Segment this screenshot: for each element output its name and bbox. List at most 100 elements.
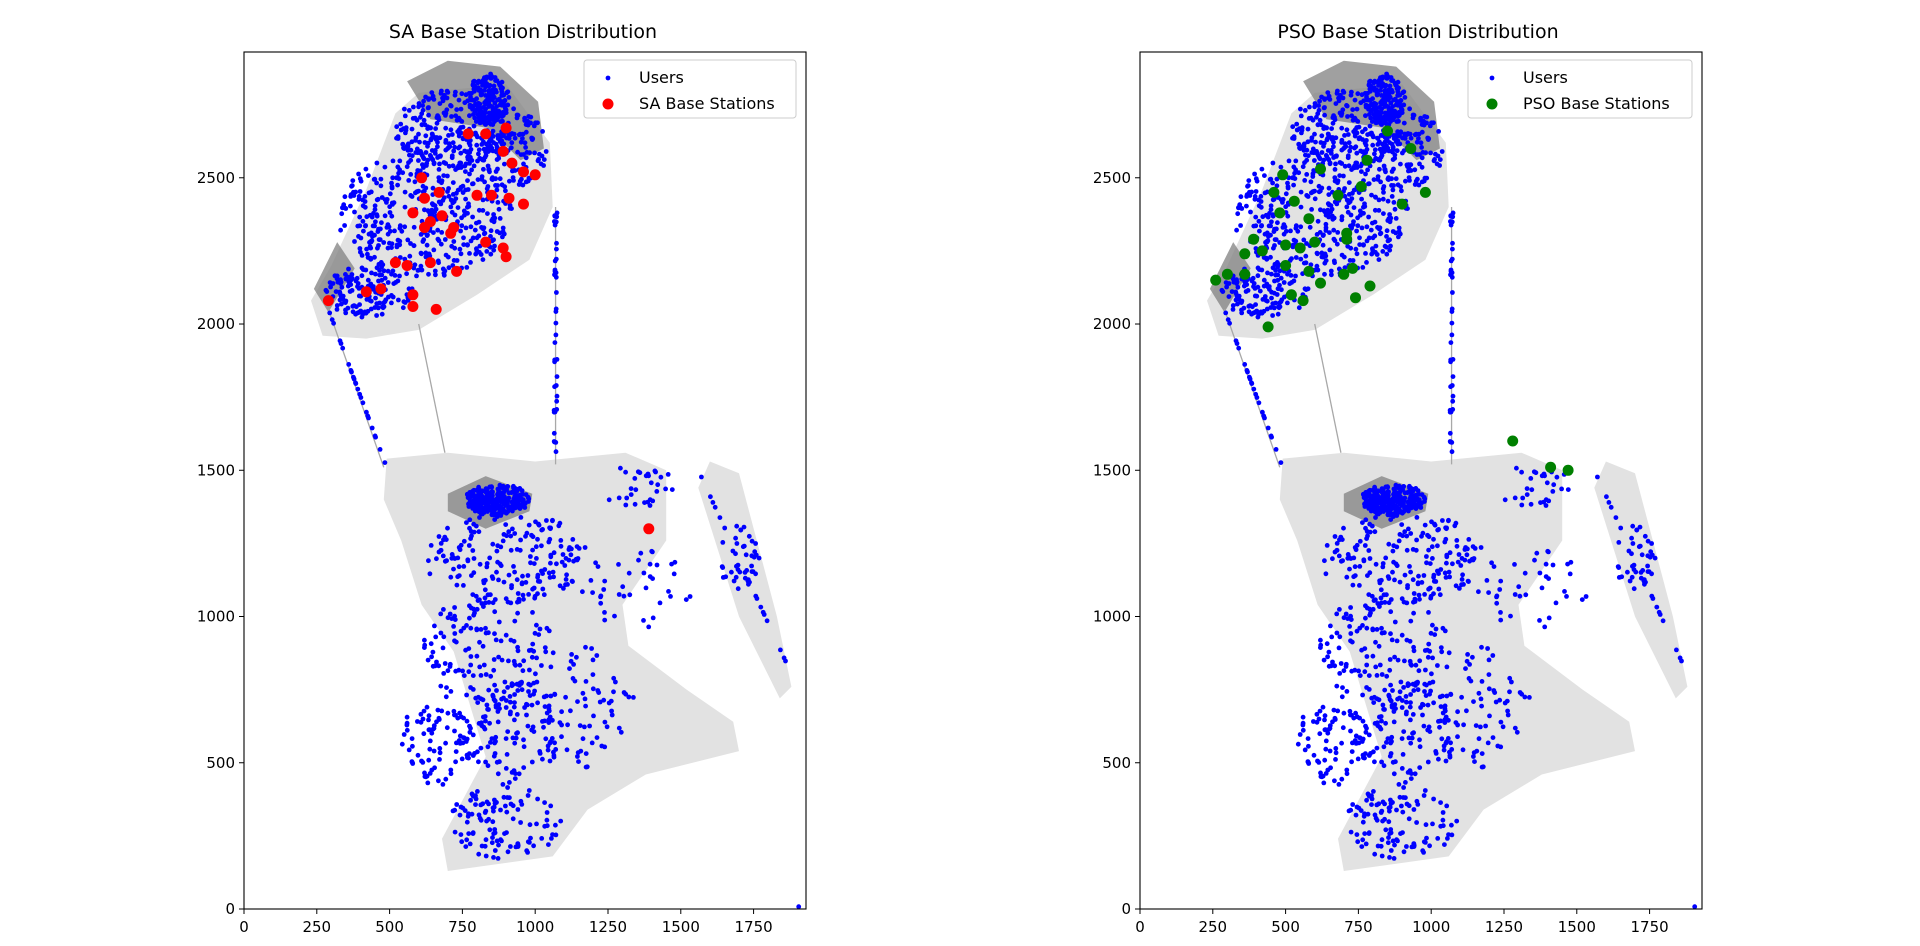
user-point [355,223,361,229]
user-point [421,98,426,104]
user-point [442,237,448,242]
user-point [1339,125,1345,131]
user-point [1360,623,1365,628]
user-point [1500,724,1506,730]
user-point [1427,585,1433,591]
user-point [1411,807,1417,812]
user-point [421,165,426,170]
user-point [1253,176,1259,182]
user-point [1532,557,1537,563]
user-point [1384,92,1390,98]
user-point [1315,122,1321,128]
user-point [417,168,423,174]
user-point [452,631,458,636]
user-point [1439,736,1445,742]
user-point [580,690,586,696]
user-point [424,773,430,779]
user-point [1384,88,1390,94]
legend-stations-marker [1486,98,1498,110]
user-point [522,705,527,710]
base-station-point [506,157,518,169]
user-point [369,270,374,276]
user-point [491,667,497,673]
user-point [531,585,537,591]
user-point [1459,694,1464,700]
user-point [1430,655,1435,661]
user-point [1406,175,1412,181]
base-station-point [419,192,430,204]
user-point [1385,574,1391,579]
user-point [1398,184,1404,190]
user-point [553,306,559,312]
user-point [553,822,558,828]
user-point [683,597,689,602]
user-point [1262,190,1268,196]
user-point [494,688,499,693]
user-point [527,150,532,156]
user-point [461,735,467,741]
user-point [1537,570,1543,576]
user-point [1425,654,1431,660]
user-point [506,572,512,578]
user-point [512,135,518,141]
user-point [1381,744,1387,750]
user-point [1606,500,1612,505]
user-point [1408,569,1413,575]
user-point [1430,622,1435,628]
user-point [1435,568,1440,574]
user-point [1376,226,1382,232]
user-point [1269,434,1274,440]
user-point [1356,740,1362,746]
user-point [1238,194,1244,200]
user-point [1374,252,1380,257]
user-point [1241,305,1247,311]
user-point [510,168,515,174]
user-point [535,572,541,578]
user-point [382,213,388,219]
y-tick-label: 1500 [197,461,235,479]
user-point [399,741,405,747]
user-point [1402,572,1408,578]
user-point [384,200,389,205]
user-point [372,203,378,209]
user-point [494,157,500,163]
user-point [529,702,535,708]
user-point [1254,293,1260,299]
user-point [708,494,713,500]
user-point [1341,173,1346,179]
user-point [1392,619,1398,625]
user-point [1378,595,1384,601]
user-point [1631,586,1637,592]
user-point [331,320,336,326]
user-point [485,744,491,750]
user-point [566,557,572,563]
user-point [486,600,492,605]
user-point [495,719,501,725]
user-point [510,816,516,822]
user-point [1277,300,1282,306]
user-point [1382,110,1388,116]
user-point [1345,153,1351,159]
base-station-point [518,198,529,210]
user-point [478,673,484,678]
user-point [425,140,431,146]
user-point [480,257,486,262]
user-point [495,514,500,519]
user-point [405,141,411,147]
user-point [1357,673,1363,678]
user-point [1364,94,1369,100]
user-point [1627,578,1633,584]
user-point [1448,258,1454,264]
user-point [517,131,523,137]
base-station-point [407,207,419,219]
user-point [1376,208,1382,213]
user-point [379,311,385,317]
user-point [1370,235,1376,241]
user-point [1528,501,1534,507]
user-point [515,610,520,616]
base-station-point [497,145,509,157]
user-point [498,563,504,569]
user-point [506,136,512,141]
user-point [1422,689,1427,694]
y-tick-label: 1000 [1093,608,1131,626]
